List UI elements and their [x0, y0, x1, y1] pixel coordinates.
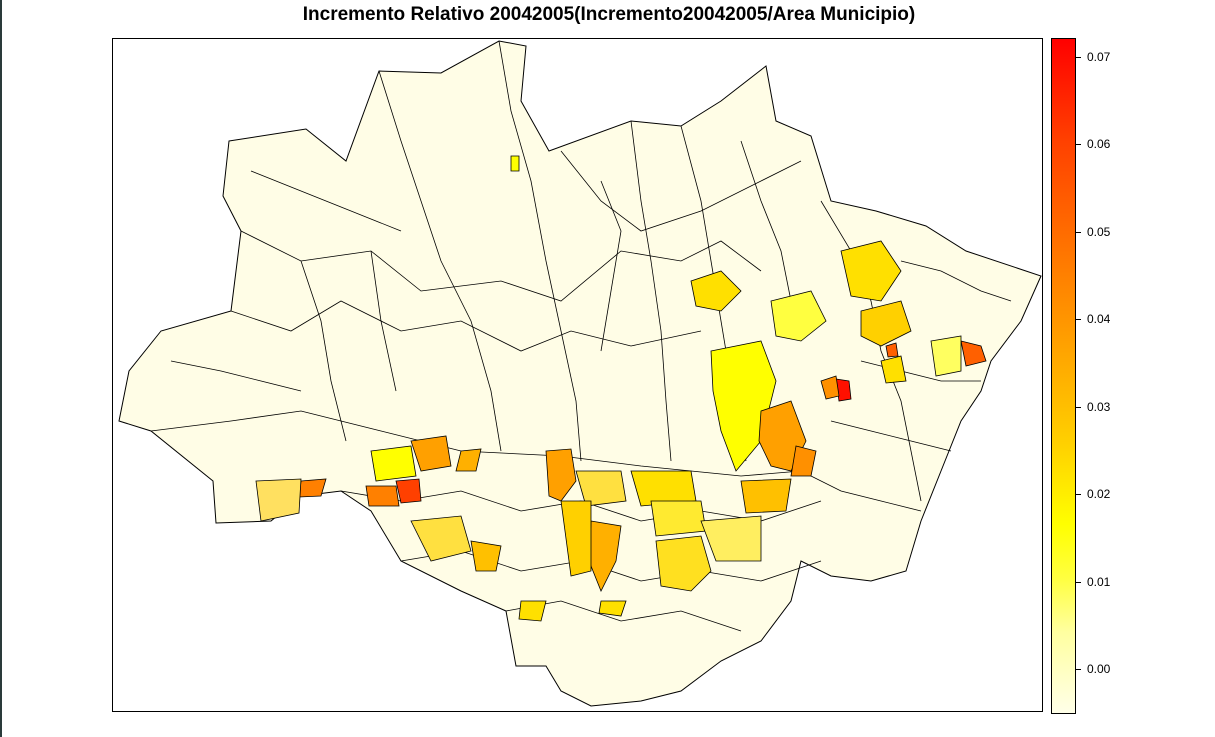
muni-yellow-13	[655, 535, 712, 592]
muni-orange-7	[298, 478, 327, 498]
legend-tick-mark	[1076, 144, 1081, 145]
muni-yellow-12	[560, 500, 592, 577]
legend-tick-label: 0.00	[1087, 662, 1111, 676]
muni-yellow-21	[510, 155, 520, 172]
legend-tick-label: 0.04	[1087, 312, 1111, 326]
muni-yellow-5	[860, 300, 912, 347]
muni-yellow-4	[840, 240, 902, 302]
muni-yellow-15	[700, 515, 762, 562]
chart-title: Incremento Relativo 20042005(Incremento2…	[302, 4, 916, 25]
muni-orange-4	[960, 340, 987, 367]
muni-orange-1	[758, 400, 807, 472]
legend-tick-label: 0.03	[1087, 400, 1111, 414]
legend-tick-mark	[1076, 582, 1081, 583]
legend-tick-label: 0.02	[1087, 487, 1111, 501]
muni-yellow-20	[880, 355, 907, 384]
map-plot-area	[112, 38, 1043, 712]
region-base	[118, 40, 1042, 707]
muni-yellow-8	[255, 478, 302, 522]
muni-orange-3	[820, 375, 840, 400]
legend-tick-mark	[1076, 494, 1081, 495]
muni-red-2	[395, 478, 422, 504]
muni-orange-10	[470, 540, 502, 572]
legend-tick-label: 0.07	[1087, 50, 1111, 64]
legend-tick-mark	[1076, 57, 1081, 58]
legend-tick-mark	[1076, 407, 1081, 408]
amazonia-outline	[118, 40, 1042, 707]
muni-orange-2	[790, 445, 817, 477]
muni-yellow-2	[690, 270, 742, 312]
muni-yellow-16	[410, 515, 472, 562]
legend-tick-mark	[1076, 319, 1081, 320]
muni-yellow-7	[370, 445, 417, 482]
window-edge	[0, 0, 2, 737]
muni-orange-8	[545, 448, 577, 502]
muni-orange-6	[365, 485, 400, 507]
legend-tick-label: 0.06	[1087, 137, 1111, 151]
legend-tick-label: 0.05	[1087, 225, 1111, 239]
muni-yellow-14	[650, 500, 707, 537]
muni-yellow-6	[930, 335, 962, 377]
legend-tick-label: 0.01	[1087, 575, 1111, 589]
muni-yellow-11	[740, 478, 792, 514]
muni-yellow-9	[575, 470, 627, 507]
muni-yellow-17	[598, 600, 627, 617]
legend-gradient	[1052, 39, 1075, 713]
muni-yellow-3	[770, 290, 827, 342]
muni-yellow-18	[518, 600, 547, 622]
legend-tick-mark	[1076, 232, 1081, 233]
highlighted-municipalities	[255, 155, 987, 622]
legend-tick-mark	[1076, 669, 1081, 670]
muni-orange-5	[410, 435, 452, 472]
color-legend-bar	[1051, 38, 1076, 714]
choropleth-map	[118, 40, 1042, 707]
muni-orange-11	[885, 342, 899, 358]
muni-yellow-19	[455, 448, 482, 472]
